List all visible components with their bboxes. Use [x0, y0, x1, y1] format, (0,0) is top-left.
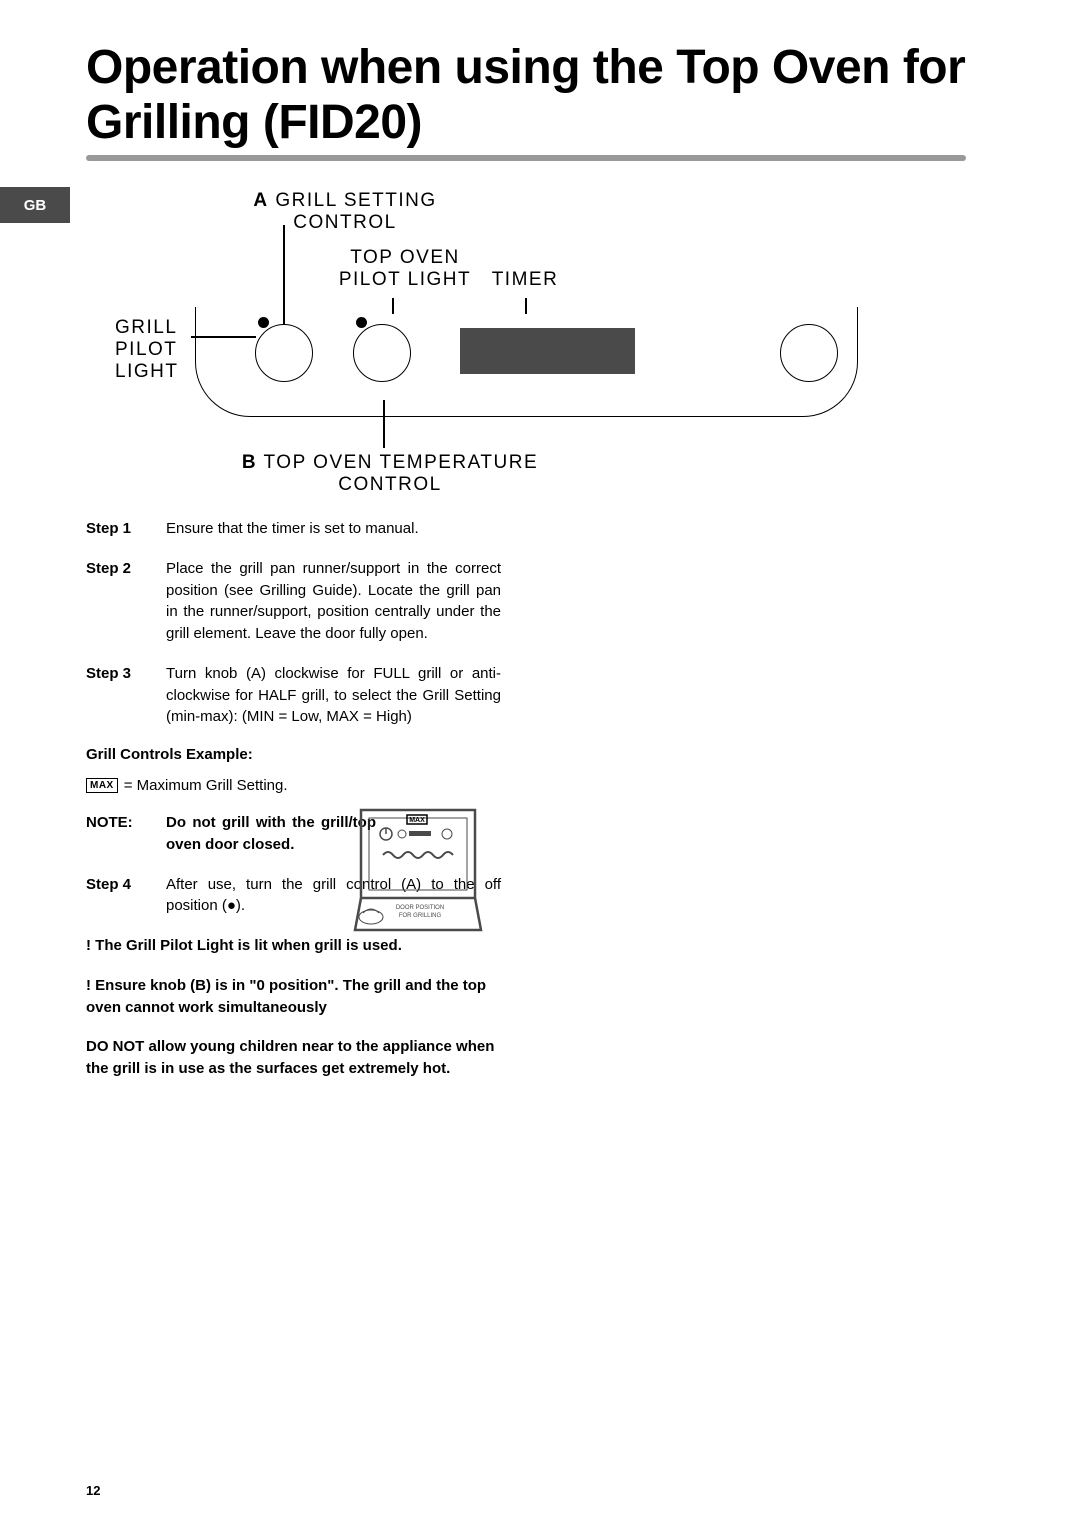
step-text: Ensure that the timer is set to manual.	[166, 518, 501, 540]
page-title: Operation when using the Top Oven for Gr…	[86, 40, 1080, 150]
svg-text:DOOR POSITION: DOOR POSITION	[396, 905, 444, 911]
step-label: Step 3	[86, 663, 166, 728]
knob-c-icon	[780, 324, 838, 382]
note-label: NOTE:	[86, 812, 166, 856]
step-3: Step 3 Turn knob (A) clockwise for FULL …	[86, 663, 501, 728]
svg-text:MAX: MAX	[409, 817, 425, 824]
knob-a-icon	[255, 324, 313, 382]
max-setting-line: MAX = Maximum Grill Setting.	[86, 777, 501, 794]
max-text: = Maximum Grill Setting.	[124, 777, 288, 794]
pilot-dot-icon	[258, 317, 269, 328]
label-timer: TIMER	[485, 269, 565, 291]
page-number: 12	[86, 1483, 100, 1498]
step-text: Turn knob (A) clockwise for FULL grill o…	[166, 663, 501, 728]
step-2: Step 2 Place the grill pan runner/suppor…	[86, 558, 501, 645]
label-top-oven-pilot: TOP OVEN PILOT LIGHT	[320, 247, 490, 291]
knob-b-icon	[353, 324, 411, 382]
step-text: Place the grill pan runner/support in th…	[166, 558, 501, 645]
timer-box-icon	[460, 328, 635, 374]
svg-text:FOR GRILLING: FOR GRILLING	[399, 913, 442, 919]
max-box-icon: MAX	[86, 778, 118, 793]
step-label: Step 2	[86, 558, 166, 645]
divider	[86, 155, 966, 161]
warning-children: DO NOT allow young children near to the …	[86, 1036, 501, 1080]
warning-knob-b: ! Ensure knob (B) is in "0 position". Th…	[86, 975, 501, 1019]
grill-controls-heading: Grill Controls Example:	[86, 746, 501, 763]
gb-tab: GB	[0, 187, 70, 223]
note-text: Do not grill with the grill/top oven doo…	[166, 812, 376, 856]
control-panel-diagram	[100, 300, 870, 430]
label-top-oven-temp: B TOP OVEN TEMPERATURE CONTROL	[230, 452, 550, 496]
step-1: Step 1 Ensure that the timer is set to m…	[86, 518, 501, 540]
step-label: Step 4	[86, 874, 166, 918]
label-grill-setting: A GRILL SETTING CONTROL	[225, 190, 465, 234]
oven-illustration: MAX DOOR POSITION FOR GRILLING	[353, 805, 483, 935]
pilot-dot-icon	[356, 317, 367, 328]
step-label: Step 1	[86, 518, 166, 540]
warning-pilot: ! The Grill Pilot Light is lit when gril…	[86, 935, 501, 957]
